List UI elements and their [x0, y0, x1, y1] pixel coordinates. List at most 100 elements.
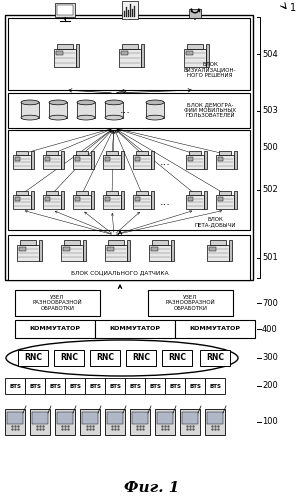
Text: RNC: RNC [168, 353, 186, 362]
Bar [15, 320, 95, 338]
Text: УЗЕЛ
РАЗНООБРАЗНОЙ
ОБРАБОТКИ: УЗЕЛ РАЗНООБРАЗНОЙ ОБРАБОТКИ [166, 295, 215, 311]
Bar [219, 192, 231, 195]
Bar [218, 197, 223, 201]
Text: BTS: BTS [209, 384, 221, 389]
Bar [229, 241, 232, 261]
Bar [32, 412, 48, 424]
Text: 502: 502 [262, 186, 278, 195]
Text: 504: 504 [262, 49, 278, 58]
Text: КОММУТАТОР: КОММУТАТОР [109, 326, 161, 331]
Bar [205, 378, 225, 394]
Bar [105, 409, 125, 435]
Bar [46, 192, 58, 195]
Bar [75, 197, 80, 201]
Bar [216, 155, 234, 169]
Text: 100: 100 [262, 418, 278, 427]
Bar [184, 49, 206, 67]
Text: RNC: RNC [96, 353, 114, 362]
Text: 700: 700 [262, 298, 278, 307]
Bar [186, 195, 204, 209]
Bar [103, 195, 121, 209]
Bar [146, 102, 164, 118]
Ellipse shape [146, 100, 164, 105]
Bar [107, 412, 123, 424]
Text: 501: 501 [262, 253, 278, 262]
Text: BTS: BTS [149, 384, 161, 389]
Text: BTS: BTS [49, 384, 61, 389]
Bar [107, 247, 114, 251]
Text: BTS: BTS [109, 384, 121, 389]
Bar [171, 241, 174, 261]
Text: BTS: BTS [169, 384, 181, 389]
Bar [145, 378, 165, 394]
Bar [30, 409, 50, 435]
Bar [207, 245, 229, 261]
Bar [119, 49, 141, 67]
Bar [55, 409, 75, 435]
Bar [186, 51, 193, 55]
Bar [49, 102, 67, 118]
Text: БЛОК
ПЕТА-ДОБЫЧИ: БЛОК ПЕТА-ДОБЫЧИ [194, 217, 236, 228]
Bar [43, 195, 61, 209]
Text: БЛОК СОЦИАЛЬНОГО ДАТЧИКА: БЛОК СОЦИАЛЬНОГО ДАТЧИКА [71, 270, 169, 275]
Bar [186, 155, 204, 169]
Bar [134, 6, 135, 17]
Bar [187, 44, 203, 49]
Bar [57, 5, 73, 15]
Text: 300: 300 [262, 353, 278, 362]
Bar [135, 197, 140, 201]
Bar [45, 378, 65, 394]
Bar [126, 7, 127, 17]
Bar [17, 245, 39, 261]
Bar [188, 197, 193, 201]
Text: УЗЕЛ
РАЗНООБРАЗНОЙ
ОБРАБОТКИ: УЗЕЛ РАЗНООБРАЗНОЙ ОБРАБОТКИ [33, 295, 82, 311]
Text: 503: 503 [262, 106, 278, 115]
Bar [83, 241, 86, 261]
Bar [204, 151, 207, 169]
Bar [126, 350, 156, 366]
Text: BTS: BTS [29, 384, 41, 389]
Bar [106, 192, 118, 195]
Bar [16, 192, 28, 195]
Bar [218, 157, 223, 161]
Bar [55, 3, 75, 17]
Text: 500: 500 [262, 143, 278, 152]
Bar [121, 51, 128, 55]
Bar [185, 378, 205, 394]
Text: ...: ... [160, 197, 171, 207]
Bar [63, 247, 70, 251]
Bar [46, 151, 58, 155]
Bar [125, 378, 145, 394]
Text: RNC: RNC [60, 353, 78, 362]
Bar [7, 412, 23, 424]
Bar [180, 409, 200, 435]
Bar [39, 241, 42, 261]
Bar [57, 412, 73, 424]
Bar [8, 93, 250, 128]
Bar [189, 9, 201, 18]
Bar [5, 409, 25, 435]
Bar [130, 409, 150, 435]
Bar [141, 44, 144, 67]
Bar [210, 241, 226, 245]
Bar [105, 102, 123, 118]
Text: БЛОК ДЕМОГРА-
ФИИ МОБИЛЬНЫХ
ПОЛЬЗОВАТЕЛЕЙ: БЛОК ДЕМОГРА- ФИИ МОБИЛЬНЫХ ПОЛЬЗОВАТЕЛЕ… [184, 102, 236, 118]
Bar [15, 290, 100, 316]
Bar [234, 192, 237, 209]
Bar [189, 151, 201, 155]
Bar [162, 350, 192, 366]
Bar [132, 412, 148, 424]
Bar [135, 157, 140, 161]
Text: BTS: BTS [69, 384, 81, 389]
Bar [73, 155, 91, 169]
Bar [152, 241, 168, 245]
Bar [20, 241, 36, 245]
Ellipse shape [105, 100, 123, 105]
Bar [61, 151, 64, 169]
Bar [105, 378, 125, 394]
Bar [82, 412, 98, 424]
Bar [105, 197, 110, 201]
Text: КОММУТАТОР: КОММУТАТОР [29, 326, 81, 331]
Text: RNC: RNC [206, 353, 224, 362]
Bar [175, 320, 255, 338]
